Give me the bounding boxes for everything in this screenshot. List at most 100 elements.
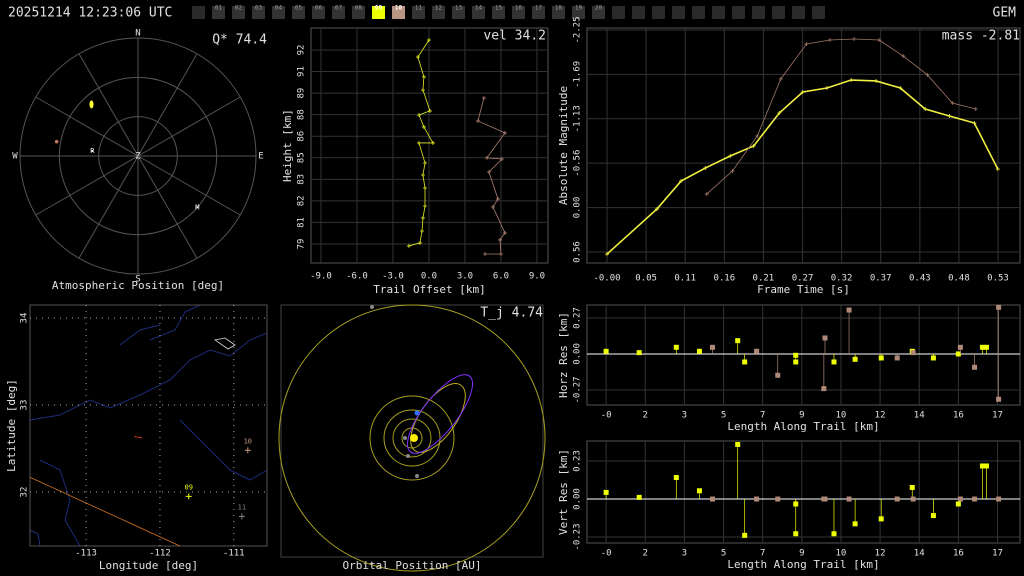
x-tick-label: 5 bbox=[721, 549, 726, 559]
residual-marker bbox=[754, 496, 760, 502]
polar-spoke bbox=[78, 155, 139, 259]
station-box bbox=[412, 6, 425, 19]
station-box bbox=[572, 6, 585, 19]
plot-frame bbox=[310, 27, 549, 264]
x-tick-label: -0 bbox=[601, 549, 612, 559]
point-marker bbox=[406, 243, 411, 248]
x-tick-label: 0.37 bbox=[870, 274, 892, 284]
residual-marker bbox=[636, 494, 642, 500]
point-marker bbox=[484, 155, 489, 160]
x-tick-label: 0.0 bbox=[421, 272, 437, 282]
station-label: 16 bbox=[515, 5, 523, 12]
station-box bbox=[352, 6, 365, 19]
x-tick-label: 10 bbox=[836, 411, 847, 421]
point-marker bbox=[972, 121, 977, 126]
sun bbox=[410, 434, 418, 442]
lake bbox=[213, 337, 236, 350]
station-box bbox=[212, 6, 225, 19]
residual-marker bbox=[955, 501, 961, 507]
x-axis-label: Trail Offset [km] bbox=[373, 283, 486, 296]
residual-marker bbox=[878, 516, 884, 522]
residual-marker bbox=[846, 307, 852, 313]
residual-marker bbox=[894, 496, 900, 502]
y-tick-label: 85 bbox=[297, 152, 307, 163]
x-tick-label: 7 bbox=[760, 411, 765, 421]
planet bbox=[406, 454, 410, 458]
point-marker bbox=[852, 36, 857, 41]
y-tick-label: 33 bbox=[20, 400, 30, 411]
x-tick-label: 16 bbox=[953, 549, 964, 559]
x-tick-label: 0.27 bbox=[792, 274, 814, 284]
x-tick-label: 2 bbox=[643, 549, 648, 559]
station-box bbox=[472, 6, 485, 19]
station-label: 05 bbox=[295, 5, 303, 12]
series-line bbox=[606, 79, 999, 255]
x-axis-label: Orbital Position [AU] bbox=[342, 559, 481, 572]
orbit-ring bbox=[369, 395, 455, 481]
y-tick-label: 0.00 bbox=[573, 197, 583, 219]
point-marker bbox=[423, 161, 427, 166]
x-tick-label: 0.21 bbox=[753, 274, 775, 284]
station-box bbox=[372, 6, 385, 19]
point-marker bbox=[898, 85, 903, 90]
residual-marker bbox=[930, 513, 936, 519]
x-tick-label: -9.0 bbox=[310, 272, 332, 282]
residual-marker bbox=[793, 531, 799, 537]
point-marker bbox=[874, 78, 879, 83]
point-marker bbox=[420, 215, 425, 220]
point-marker bbox=[804, 41, 809, 46]
point-marker bbox=[486, 169, 491, 174]
point-marker bbox=[498, 252, 503, 257]
x-tick-label: -111 bbox=[223, 549, 245, 559]
residual-marker bbox=[831, 531, 837, 537]
x-tick-label: 17 bbox=[992, 549, 1003, 559]
residual-marker bbox=[972, 364, 978, 370]
station-box bbox=[232, 6, 245, 19]
point-marker bbox=[704, 192, 709, 197]
series-line bbox=[29, 476, 181, 547]
station-label: 08 bbox=[355, 5, 363, 12]
boundary bbox=[119, 304, 201, 346]
planet bbox=[403, 436, 407, 440]
station-label: 01 bbox=[215, 5, 223, 12]
point-marker bbox=[995, 167, 1000, 172]
point-marker bbox=[417, 140, 421, 145]
station-slot bbox=[612, 6, 625, 19]
point-marker bbox=[499, 156, 504, 161]
residual-marker bbox=[735, 338, 741, 344]
point-marker bbox=[420, 87, 425, 92]
orbit-ring bbox=[278, 304, 546, 572]
point-marker bbox=[490, 205, 495, 210]
station-box bbox=[512, 6, 525, 19]
point-marker bbox=[417, 112, 421, 117]
station-box bbox=[332, 6, 345, 19]
y-tick-label: 83 bbox=[297, 174, 307, 185]
station-label: 09 bbox=[185, 483, 193, 491]
y-tick-label: -0.23 bbox=[573, 524, 583, 551]
station-box bbox=[592, 6, 605, 19]
station-label: 10 bbox=[395, 5, 403, 12]
residual-marker bbox=[957, 344, 963, 350]
annotation: mass -2.81 bbox=[942, 29, 1020, 44]
residual-marker bbox=[996, 304, 1002, 310]
x-tick-label: 7 bbox=[760, 549, 765, 559]
residual-marker bbox=[742, 532, 748, 538]
station-label: 03 bbox=[255, 5, 263, 12]
residual-marker bbox=[996, 396, 1002, 402]
direction-label: S bbox=[135, 275, 140, 285]
station-label: 02 bbox=[235, 5, 243, 12]
polar-spoke bbox=[137, 96, 241, 157]
plot-frame bbox=[586, 27, 1021, 264]
polar-spoke bbox=[137, 155, 241, 216]
x-axis-label: Frame Time [s] bbox=[757, 283, 850, 296]
x-tick-label: 6.0 bbox=[493, 272, 509, 282]
planet bbox=[415, 474, 419, 478]
station-label: 20 bbox=[595, 5, 603, 12]
y-tick-label: 81 bbox=[297, 217, 307, 228]
x-tick-label: 0.53 bbox=[987, 274, 1009, 284]
x-tick-label: 14 bbox=[914, 411, 925, 421]
point-marker bbox=[475, 118, 480, 123]
station-slot bbox=[772, 6, 785, 19]
point-marker bbox=[421, 74, 426, 79]
